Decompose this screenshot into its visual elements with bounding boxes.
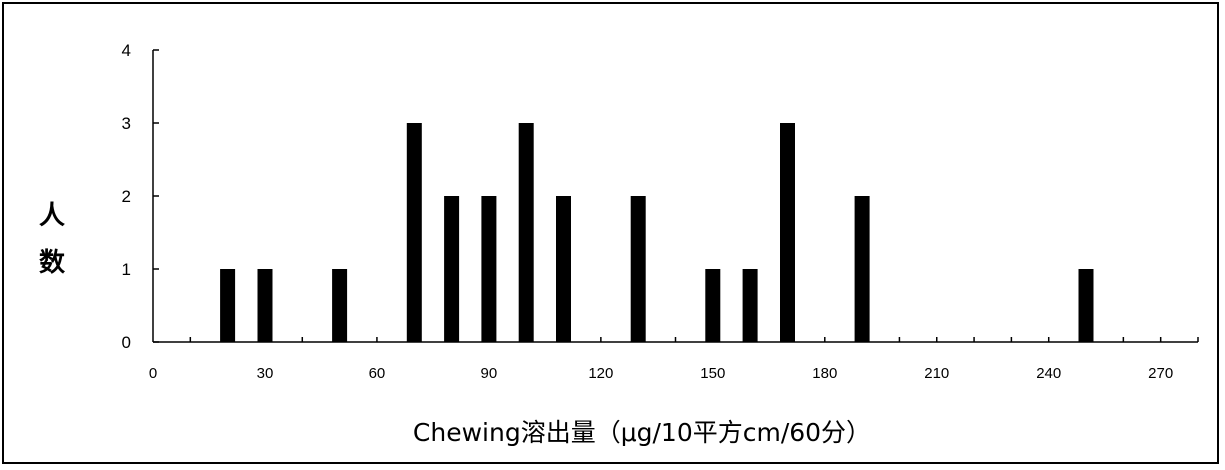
y-axis-label-line-1: 人 xyxy=(39,201,65,231)
bar-50 xyxy=(332,269,348,342)
x-tick-label-270: 270 xyxy=(1148,365,1173,382)
x-tick-label-150: 150 xyxy=(700,365,725,382)
x-tick-label-0: 0 xyxy=(149,365,157,382)
bar-80 xyxy=(444,196,460,342)
bar-90 xyxy=(481,196,497,342)
bar-70 xyxy=(406,123,422,342)
x-tick-label-90: 90 xyxy=(481,365,498,382)
bar-20 xyxy=(220,269,236,342)
x-tick-label-30: 30 xyxy=(257,365,274,382)
x-tick-label-210: 210 xyxy=(924,365,949,382)
chart-frame xyxy=(2,2,1219,464)
bar-250 xyxy=(1078,269,1094,342)
x-tick-label-240: 240 xyxy=(1036,365,1061,382)
bar-170 xyxy=(780,123,795,342)
bar-30 xyxy=(257,269,273,342)
bar-160 xyxy=(742,269,758,342)
x-tick-label-60: 60 xyxy=(369,365,386,382)
bar-190 xyxy=(854,196,870,342)
x-axis-title: Chewing溶出量（μg/10平方cm/60分） xyxy=(413,418,871,447)
y-axis-label-line-2: 数 xyxy=(39,248,66,278)
y-tick-label-1: 1 xyxy=(122,260,131,279)
x-tick-label-180: 180 xyxy=(812,365,837,382)
y-tick-labels: 0 1 2 3 4 xyxy=(122,41,131,352)
axes-group xyxy=(152,49,1199,343)
y-tick-label-0: 0 xyxy=(122,333,131,352)
y-tick-label-2: 2 xyxy=(122,187,131,206)
x-tick-label-120: 120 xyxy=(588,365,613,382)
bar-150 xyxy=(705,269,721,342)
bars-group xyxy=(220,123,1094,342)
x-tick-labels: 0 30 60 90 120 150 180 210 240 270 xyxy=(149,365,1173,382)
bar-130 xyxy=(630,196,646,342)
y-tick-label-3: 3 xyxy=(122,114,131,133)
bar-100 xyxy=(518,123,534,342)
bar-110 xyxy=(556,196,571,342)
y-tick-label-4: 4 xyxy=(122,41,131,60)
